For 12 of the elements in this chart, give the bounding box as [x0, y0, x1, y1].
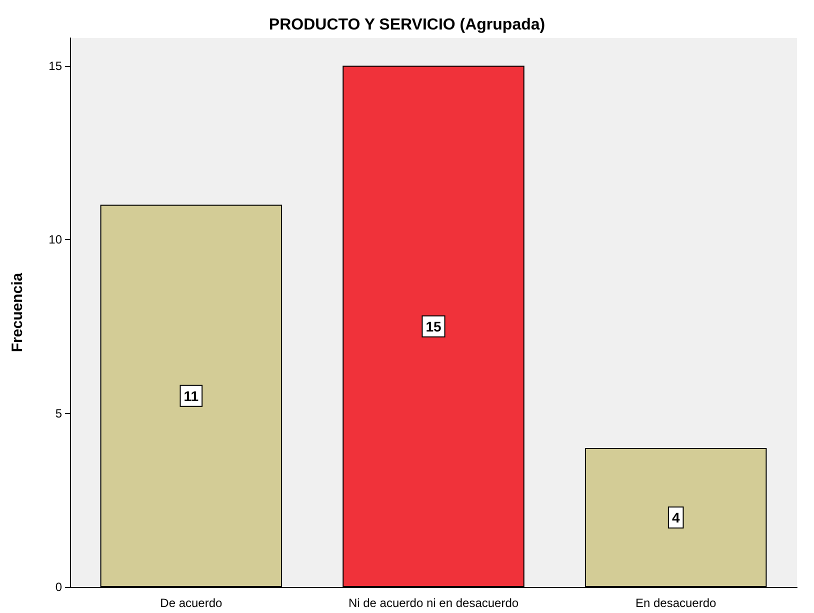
data-label: 15	[426, 318, 442, 334]
y-tick-label: 10	[48, 232, 62, 247]
x-tick-label: En desacuerdo	[635, 596, 717, 610]
data-label: 4	[672, 510, 680, 526]
chart-title: PRODUCTO Y SERVICIO (Agrupada)	[268, 16, 546, 34]
x-tick-label: De acuerdo	[160, 596, 223, 610]
data-label: 11	[184, 388, 199, 404]
y-axis-title: Frecuencia	[9, 272, 26, 352]
y-tick-label: 0	[55, 580, 62, 594]
y-tick-label: 5	[55, 406, 62, 420]
x-tick-label: Ni de acuerdo ni en desacuerdo	[348, 596, 519, 610]
y-tick-label: 15	[48, 58, 62, 73]
